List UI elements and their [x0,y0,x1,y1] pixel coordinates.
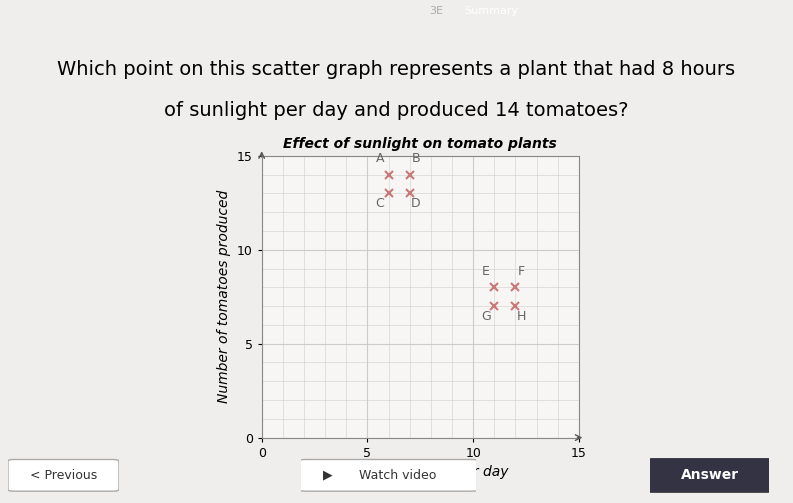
Text: D: D [412,197,421,210]
Text: Summary: Summary [465,7,519,16]
Text: Answer: Answer [680,468,739,482]
Y-axis label: Number of tomatoes produced: Number of tomatoes produced [217,190,232,403]
X-axis label: Hours of sunlight per day: Hours of sunlight per day [332,465,508,479]
Text: F: F [519,265,525,278]
Text: of sunlight per day and produced 14 tomatoes?: of sunlight per day and produced 14 toma… [164,101,629,120]
Text: E: E [482,265,490,278]
Text: 3E: 3E [429,7,443,16]
Text: Which point on this scatter graph represents a plant that had 8 hours: Which point on this scatter graph repres… [57,60,736,79]
Text: A: A [376,152,385,165]
Text: B: B [412,152,420,165]
FancyBboxPatch shape [648,458,772,493]
Text: Watch video: Watch video [358,469,436,482]
Text: H: H [517,310,527,323]
Text: ▶: ▶ [323,469,332,482]
Text: < Previous: < Previous [30,469,97,482]
Text: G: G [481,310,491,323]
Title: Effect of sunlight on tomato plants: Effect of sunlight on tomato plants [283,137,557,150]
FancyBboxPatch shape [8,460,119,491]
FancyBboxPatch shape [298,460,479,491]
Text: C: C [376,197,385,210]
